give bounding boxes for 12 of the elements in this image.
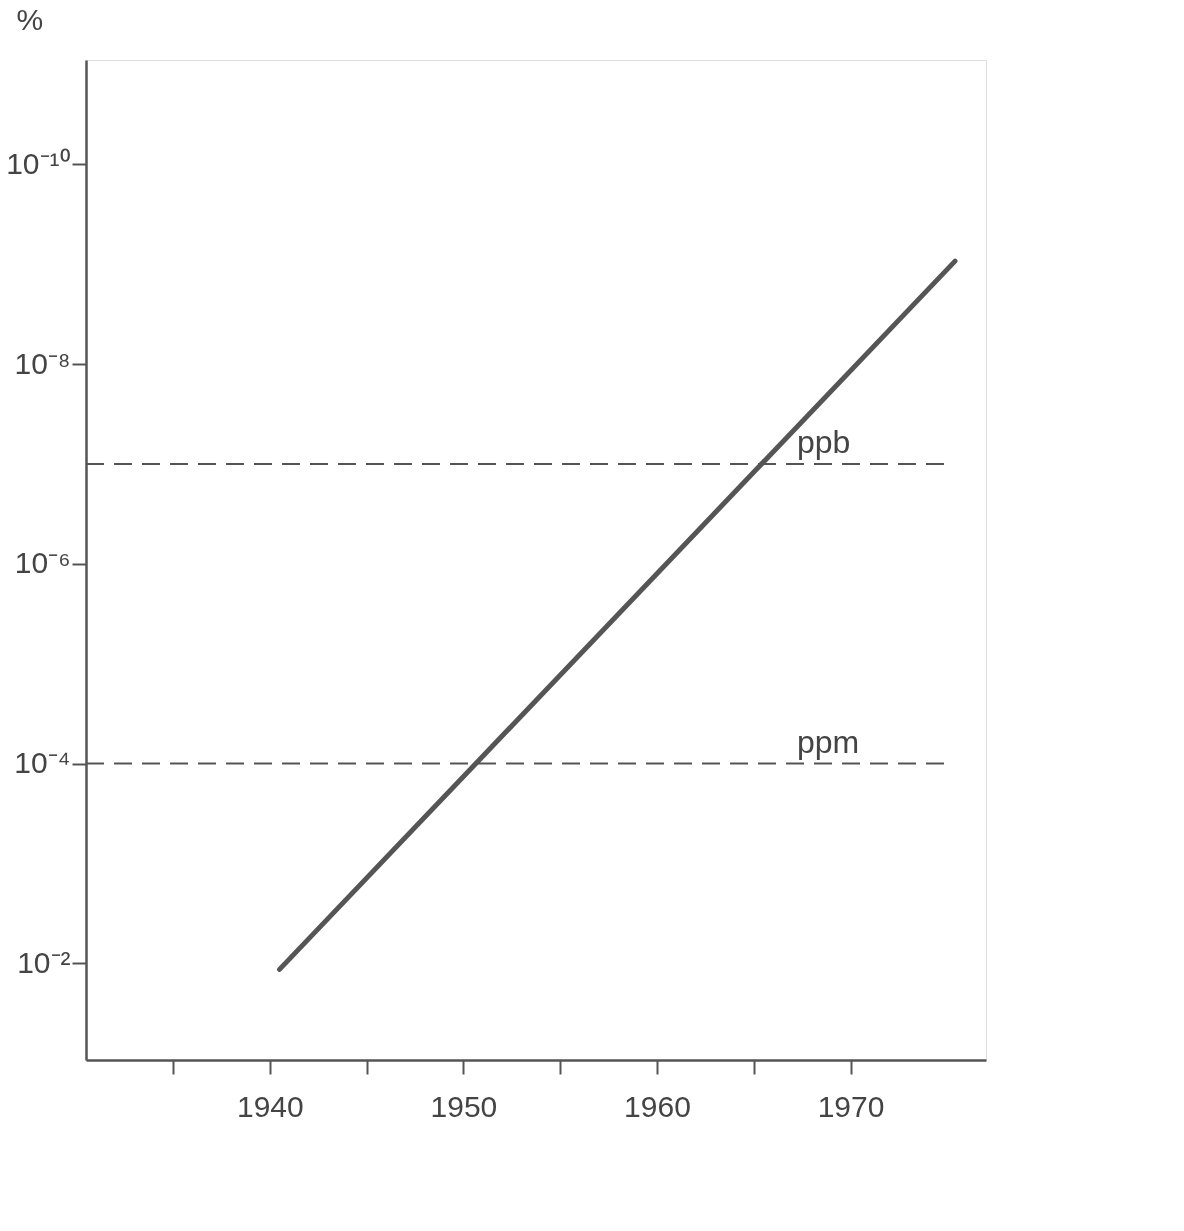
x-tick-label: 1940 bbox=[237, 1089, 304, 1123]
y-axis-title: % bbox=[16, 2, 44, 36]
y-tick-label: 10⁻⁶ bbox=[14, 546, 71, 580]
y-tick-label: 10⁻¹⁰ bbox=[6, 146, 71, 180]
y-tick-label: 10⁻⁸ bbox=[14, 346, 71, 380]
y-tick-label: 10⁻² bbox=[17, 945, 71, 979]
ref-line-label: ppm bbox=[797, 723, 860, 760]
y-tick-label: 10⁻⁴ bbox=[14, 746, 71, 780]
x-tick-label: 1950 bbox=[430, 1089, 498, 1123]
x-tick-label: 1970 bbox=[817, 1089, 885, 1123]
ref-line-label: ppb bbox=[797, 424, 851, 460]
x-tick-label: 1960 bbox=[624, 1089, 691, 1123]
